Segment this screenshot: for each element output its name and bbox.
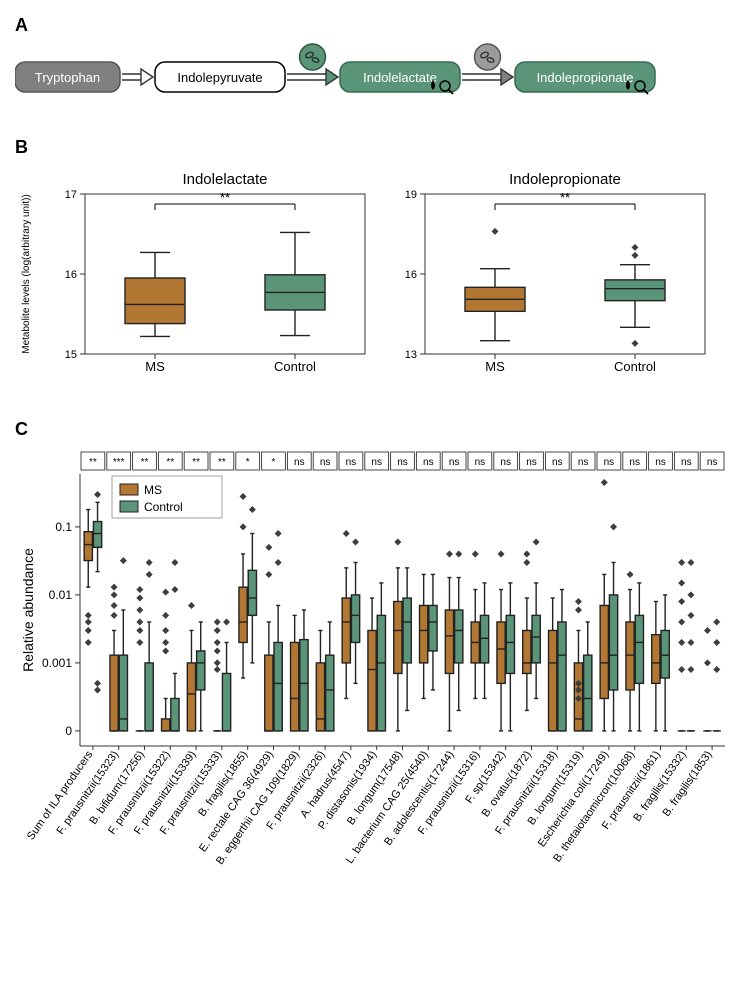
svg-text:Tryptophan: Tryptophan — [35, 70, 100, 85]
svg-text:**: ** — [89, 457, 97, 468]
svg-text:ns: ns — [346, 457, 357, 468]
svg-text:ns: ns — [397, 457, 408, 468]
svg-text:Indolepropionate: Indolepropionate — [537, 70, 634, 85]
svg-text:**: ** — [192, 457, 200, 468]
svg-text:0.01: 0.01 — [49, 588, 73, 602]
boxplot-panel-b: Metabolite levels (log(arbitrary unit)) I… — [15, 164, 734, 394]
svg-text:ns: ns — [707, 457, 718, 468]
svg-text:13: 13 — [405, 349, 417, 361]
svg-text:MS: MS — [144, 483, 162, 497]
svg-text:ns: ns — [526, 457, 537, 468]
svg-text:ns: ns — [604, 457, 615, 468]
svg-text:Metabolite levels (log(arbitra: Metabolite levels (log(arbitrary unit)) — [21, 194, 32, 354]
svg-text:*: * — [272, 457, 276, 468]
svg-text:***: *** — [113, 457, 125, 468]
svg-text:ns: ns — [320, 457, 331, 468]
svg-text:ns: ns — [681, 457, 692, 468]
svg-text:MS: MS — [485, 359, 505, 374]
panel-c-label: C — [15, 419, 734, 440]
svg-text:Indolelactate: Indolelactate — [182, 171, 267, 188]
boxplot-panel-c: Relative abundance00.0010.010.1*********… — [15, 446, 734, 926]
svg-text:**: ** — [560, 190, 570, 205]
svg-text:ns: ns — [371, 457, 382, 468]
svg-text:17: 17 — [65, 189, 77, 201]
svg-text:ns: ns — [552, 457, 563, 468]
svg-text:*: * — [246, 457, 250, 468]
svg-text:**: ** — [220, 190, 230, 205]
svg-text:16: 16 — [65, 269, 77, 281]
svg-text:0.1: 0.1 — [55, 520, 72, 534]
svg-text:Indolelactate: Indolelactate — [363, 70, 437, 85]
svg-text:Relative abundance: Relative abundance — [20, 548, 36, 672]
panel-a: A Tryptophan Indolepyruvate Indolelactate I… — [15, 15, 734, 112]
svg-text:**: ** — [141, 457, 149, 468]
svg-text:Control: Control — [274, 359, 316, 374]
svg-text:ns: ns — [655, 457, 666, 468]
svg-text:Control: Control — [614, 359, 656, 374]
svg-text:ns: ns — [500, 457, 511, 468]
svg-text:ns: ns — [294, 457, 305, 468]
panel-b: B Metabolite levels (log(arbitrary unit)… — [15, 137, 734, 394]
svg-text:ns: ns — [629, 457, 640, 468]
svg-text:0.001: 0.001 — [42, 656, 72, 670]
pathway-diagram: Tryptophan Indolepyruvate Indolelactate Ind… — [15, 42, 734, 112]
svg-text:19: 19 — [405, 189, 417, 201]
svg-text:0: 0 — [65, 724, 72, 738]
svg-text:MS: MS — [145, 359, 165, 374]
panel-b-label: B — [15, 137, 734, 158]
svg-text:16: 16 — [405, 269, 417, 281]
svg-text:Indolepropionate: Indolepropionate — [509, 171, 621, 188]
svg-text:ns: ns — [423, 457, 434, 468]
svg-text:15: 15 — [65, 349, 77, 361]
svg-text:Control: Control — [144, 500, 183, 514]
panel-a-label: A — [15, 15, 734, 36]
svg-text:ns: ns — [449, 457, 460, 468]
panel-c: C Relative abundance00.0010.010.1*******… — [15, 419, 734, 926]
svg-text:**: ** — [218, 457, 226, 468]
svg-text:Indolepyruvate: Indolepyruvate — [177, 70, 262, 85]
svg-text:ns: ns — [475, 457, 486, 468]
svg-text:**: ** — [166, 457, 174, 468]
svg-text:ns: ns — [578, 457, 589, 468]
